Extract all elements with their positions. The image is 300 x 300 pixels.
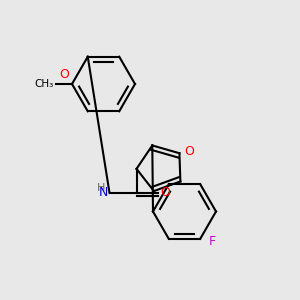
Text: O: O [59, 68, 69, 81]
Text: N: N [99, 186, 108, 199]
Text: O: O [184, 145, 194, 158]
Text: O: O [160, 186, 170, 199]
Text: F: F [209, 235, 216, 248]
Text: H: H [97, 183, 105, 193]
Text: CH₃: CH₃ [35, 79, 54, 89]
